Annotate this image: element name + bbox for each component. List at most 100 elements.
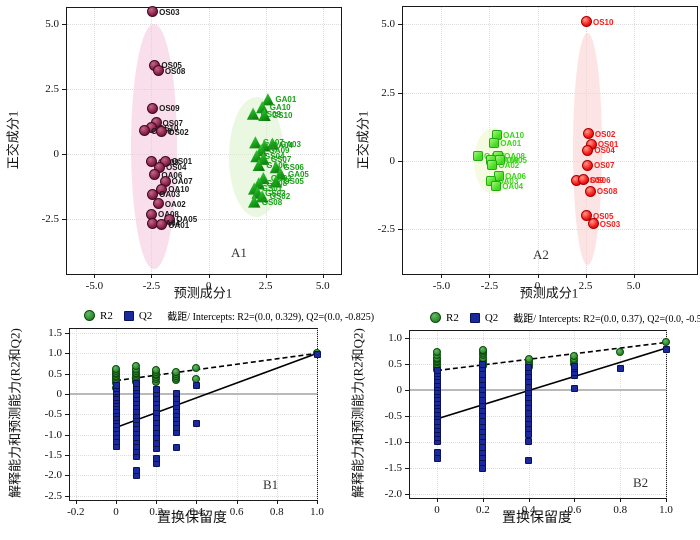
x-gridline <box>208 8 210 274</box>
q2-line <box>436 347 667 420</box>
point-label: OS08 <box>164 66 186 76</box>
point-label: OA05 <box>506 156 527 166</box>
r2-data-point <box>192 363 201 372</box>
y-tick-label: -1.5 <box>44 448 62 461</box>
y-tick-mark <box>62 23 66 25</box>
y-tick-label: 1.5 <box>48 327 62 340</box>
data-point <box>156 183 168 195</box>
q2-data-point <box>662 345 670 353</box>
r2-data-point <box>616 348 625 357</box>
y-gridline <box>70 475 317 477</box>
x-tick-mark <box>317 500 318 504</box>
x-tick-mark <box>489 274 491 278</box>
point-label: OS03 <box>159 7 180 17</box>
score-plot-a1: -5.0 -2.5 0 2.5 5.0 5.0 2.5 0 -2.5 OS03 OS05 OS08 OS… <box>42 6 342 292</box>
y-tick-mark <box>65 333 69 335</box>
q2-legend-label: Q2 <box>484 311 499 324</box>
y-gridline <box>70 414 317 416</box>
y-tick-label: -2.5 <box>377 223 395 236</box>
y-tick-label: -1.0 <box>384 435 402 448</box>
y-gridline <box>70 353 317 355</box>
regression-lines <box>436 341 667 420</box>
x-gridline <box>322 8 324 274</box>
data-point <box>156 219 168 231</box>
data-point <box>472 150 483 161</box>
q2-data-point <box>152 454 160 462</box>
q2-data-point <box>152 440 160 448</box>
point-label: OS06 <box>590 175 611 185</box>
point-label: GS08 <box>261 197 283 207</box>
y-tick-label: -0.5 <box>44 408 62 421</box>
y-gridline <box>67 219 341 221</box>
point-label: OA08 <box>504 152 526 162</box>
y-tick-label: 0 <box>53 148 60 161</box>
point-label: GS03 <box>265 188 286 198</box>
point-label: OA05 <box>176 215 198 225</box>
r2-data-point <box>524 354 533 363</box>
r2-data-point <box>152 365 161 374</box>
q2-data-point <box>172 390 180 398</box>
x-tick-label: 0 <box>113 506 119 518</box>
q2-data-point <box>313 351 321 359</box>
x-tick-mark <box>441 274 443 278</box>
y-tick-label: -2.0 <box>384 487 402 500</box>
y-tick-mark <box>65 373 69 375</box>
x-gridline <box>537 7 539 274</box>
permutation-plot-b1: -0.2 0 0.2 0.4 0.6 0.8 1.0 1.5 1.0 0.5 0 -0.5 -1.0 -1… <box>45 327 324 518</box>
data-point <box>581 210 592 222</box>
x-tick-mark <box>265 274 267 278</box>
x-tick-label: 1.0 <box>310 506 324 518</box>
x-tick-mark <box>482 498 484 502</box>
y-tick-mark <box>398 229 402 231</box>
x-tick-label: 5.0 <box>626 280 641 292</box>
x-gridline <box>441 7 443 274</box>
point-label: OS09 <box>583 176 604 186</box>
y-tick-label: 0.5 <box>48 367 62 380</box>
y-tick-mark <box>405 415 409 417</box>
r2-legend-label: R2 <box>446 311 459 324</box>
point-label: OA10 <box>168 185 190 195</box>
x-tick-label: 2.5 <box>258 280 273 292</box>
b1-x-axis-label: 置换保留度 <box>157 511 227 526</box>
x-tick-label: 0 <box>434 504 440 516</box>
b2-legend: R2 Q2 截距/ Intercepts: R2=(0.0, 0.37), Q2… <box>430 310 700 325</box>
x-tick-mark <box>116 500 118 504</box>
y-gridline <box>403 229 697 231</box>
y-tick-mark <box>62 88 66 90</box>
y-tick-mark <box>405 441 409 443</box>
y-tick-mark <box>405 493 409 495</box>
point-label: GA09 <box>268 146 290 156</box>
y-tick-mark <box>65 495 69 497</box>
point-label: GS06 <box>283 163 304 173</box>
score-plot-a2: -5.0-2.502.55.05.02.50-2.5OA10OA01OA07OA… <box>378 6 698 292</box>
q2-data-point <box>192 419 200 427</box>
point-label: OS10 <box>593 17 614 27</box>
point-label: OS08 <box>596 187 618 196</box>
q2-data-point <box>132 466 140 474</box>
x-tick-label: -5.0 <box>432 280 451 292</box>
x-tick-mark <box>236 500 238 504</box>
data-point <box>578 174 590 186</box>
x-tick-label: -0.2 <box>67 506 85 518</box>
y-gridline <box>70 333 317 335</box>
y-gridline <box>67 23 341 25</box>
point-label: OA02 <box>498 161 520 171</box>
point-label: OS01 <box>171 157 193 167</box>
q2-data-point <box>152 386 160 394</box>
q2-data-point <box>479 465 487 473</box>
q2-legend-label: Q2 <box>138 309 153 322</box>
y-tick-label: 2.5 <box>381 86 395 99</box>
y-tick-label: 2.5 <box>45 82 59 95</box>
a1-y-axis-label: 正交成分1 <box>5 110 21 170</box>
y-gridline <box>70 434 317 436</box>
q2-data-point <box>433 455 441 463</box>
x-gridline <box>94 8 96 274</box>
q2-legend-marker-icon <box>123 310 134 321</box>
x-tick-mark <box>528 498 530 502</box>
x-tick-label: 0.4 <box>521 504 536 516</box>
x-tick-label: 0 <box>534 280 541 292</box>
point-label: OA06 <box>161 170 183 180</box>
point-label: GS05 <box>283 177 304 187</box>
y-gridline <box>410 441 666 443</box>
y-tick-mark <box>405 363 409 365</box>
